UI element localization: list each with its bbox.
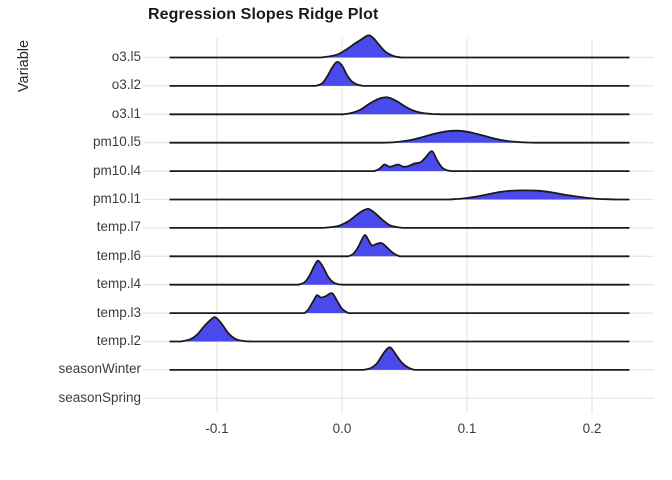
density-outline-temp.l7 <box>169 207 630 229</box>
density-outline-temp.l2 <box>169 316 630 343</box>
y-tick-label: seasonSpring <box>58 389 141 405</box>
x-tick-label: 0.0 <box>332 421 352 436</box>
x-tick-label: -0.1 <box>205 421 229 436</box>
y-tick-label: o3.l2 <box>111 77 141 93</box>
y-tick-label: temp.l6 <box>96 247 141 263</box>
density-outline-o3.l5 <box>169 34 630 59</box>
density-outline-o3.l1 <box>169 96 630 116</box>
y-tick-label: pm10.l4 <box>92 162 141 178</box>
density-fill-o3.l5 <box>320 35 401 58</box>
density-outline-pm10.l5 <box>169 129 630 144</box>
y-tick-label: seasonWinter <box>58 361 141 377</box>
y-tick-label: temp.l7 <box>96 219 141 235</box>
y-tick-label: temp.l2 <box>96 333 141 348</box>
density-outline-o3.l2 <box>169 60 630 87</box>
density-fill-temp.l2 <box>180 317 252 342</box>
density-outline-temp.l3 <box>169 292 630 314</box>
density-outline-temp.l6 <box>169 234 630 258</box>
density-fill-pm10.l4 <box>374 151 452 172</box>
y-tick-label: o3.l5 <box>111 49 141 64</box>
y-tick-label: o3.l1 <box>111 105 141 121</box>
density-fill-o3.l1 <box>343 97 442 115</box>
density-outline-temp.l4 <box>169 259 630 286</box>
density-outline-pm10.l1 <box>169 189 630 201</box>
y-tick-label: pm10.l1 <box>92 191 141 206</box>
x-tick-label: 0.1 <box>457 421 477 436</box>
chart-title: Regression Slopes Ridge Plot <box>148 6 379 23</box>
density-outline-pm10.l4 <box>169 150 630 172</box>
y-tick-label: temp.l4 <box>96 276 141 292</box>
density-fill-temp.l7 <box>322 208 404 228</box>
density-outline-seasonWinter <box>169 346 630 371</box>
x-tick-label: 0.2 <box>582 421 602 436</box>
y-tick-label: pm10.l5 <box>92 134 141 150</box>
density-fill-o3.l2 <box>315 61 364 86</box>
y-tick-label: temp.l3 <box>96 304 141 320</box>
density-fill-temp.l4 <box>298 260 344 285</box>
